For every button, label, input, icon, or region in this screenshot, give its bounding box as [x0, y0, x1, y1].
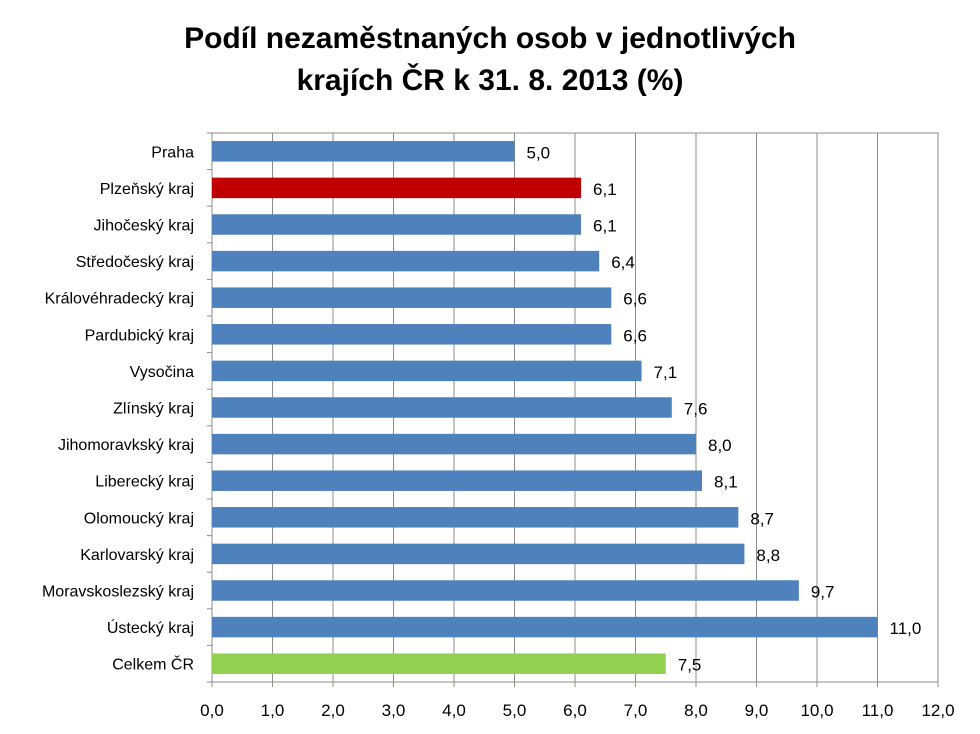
category-label: Královéhradecký kraj: [45, 291, 194, 308]
category-label: Pardubický kraj: [85, 327, 194, 344]
category-label: Moravskoslezský kraj: [42, 584, 194, 601]
x-tick-label: 8,0: [684, 701, 708, 720]
data-label: 11,0: [890, 619, 922, 638]
bar: [212, 177, 582, 199]
category-label: Celkem ČR: [112, 655, 194, 674]
bar: [212, 580, 799, 601]
data-label: 7,6: [684, 400, 708, 419]
category-label: Vysočina: [130, 364, 194, 381]
category-label: Olomoucký kraj: [84, 510, 194, 527]
bar: [212, 324, 612, 345]
chart-title-line-2: krajích ČR k 31. 8. 2013 (%): [296, 64, 684, 97]
chart-title: Podíl nezaměstnaných osob v jednotlivých…: [0, 18, 980, 102]
data-label: 6,4: [611, 253, 635, 272]
bar: [212, 287, 612, 308]
x-tick-label: 9,0: [745, 701, 769, 720]
data-label: 8,1: [714, 473, 738, 492]
bar: [212, 141, 515, 162]
x-tick-label: 7,0: [624, 701, 648, 720]
x-tick-label: 3,0: [382, 701, 406, 720]
data-label: 7,5: [678, 656, 702, 675]
x-tick-label: 6,0: [563, 701, 587, 720]
data-label: 9,7: [811, 583, 835, 602]
data-label: 6,6: [623, 290, 647, 309]
bar: [212, 470, 703, 491]
x-tick-label: 1,0: [261, 701, 285, 720]
bar: [212, 214, 582, 235]
category-label: Jihomoravkský kraj: [58, 437, 194, 454]
data-label: 8,7: [750, 509, 774, 528]
data-label: 6,1: [593, 180, 617, 199]
category-label: Jihočeský kraj: [94, 218, 194, 235]
bar: [212, 397, 672, 418]
data-label: 5,0: [527, 143, 551, 162]
bar: [212, 433, 696, 455]
x-tick-label: 5,0: [503, 701, 527, 720]
bar: [212, 360, 642, 382]
bar: [212, 653, 666, 674]
category-label: Karlovarský kraj: [80, 547, 194, 564]
data-label: 7,1: [654, 363, 678, 382]
data-label: 6,1: [593, 217, 617, 236]
category-label: Středočeský kraj: [76, 254, 194, 271]
x-tick-label: 10,0: [800, 701, 833, 720]
category-label: Liberecký kraj: [95, 474, 194, 491]
data-label: 8,8: [756, 546, 780, 565]
bar: [212, 507, 739, 528]
x-tick-label: 0,0: [200, 701, 224, 720]
x-tick-label: 11,0: [862, 701, 894, 720]
category-label: Ústecký kraj: [107, 618, 194, 637]
category-label: Praha: [151, 144, 194, 161]
bar: [212, 250, 600, 272]
bar: [212, 543, 745, 565]
chart-title-line-1: Podíl nezaměstnaných osob v jednotlivých: [184, 22, 796, 55]
data-label: 8,0: [708, 436, 732, 455]
x-tick-label: 12,0: [921, 701, 954, 720]
x-tick-label: 4,0: [442, 701, 466, 720]
data-label: 6,6: [623, 326, 647, 345]
bar: [212, 616, 878, 638]
x-tick-label: 2,0: [321, 701, 345, 720]
category-label: Zlínský kraj: [113, 401, 194, 418]
category-label: Plzeňský kraj: [100, 181, 194, 198]
